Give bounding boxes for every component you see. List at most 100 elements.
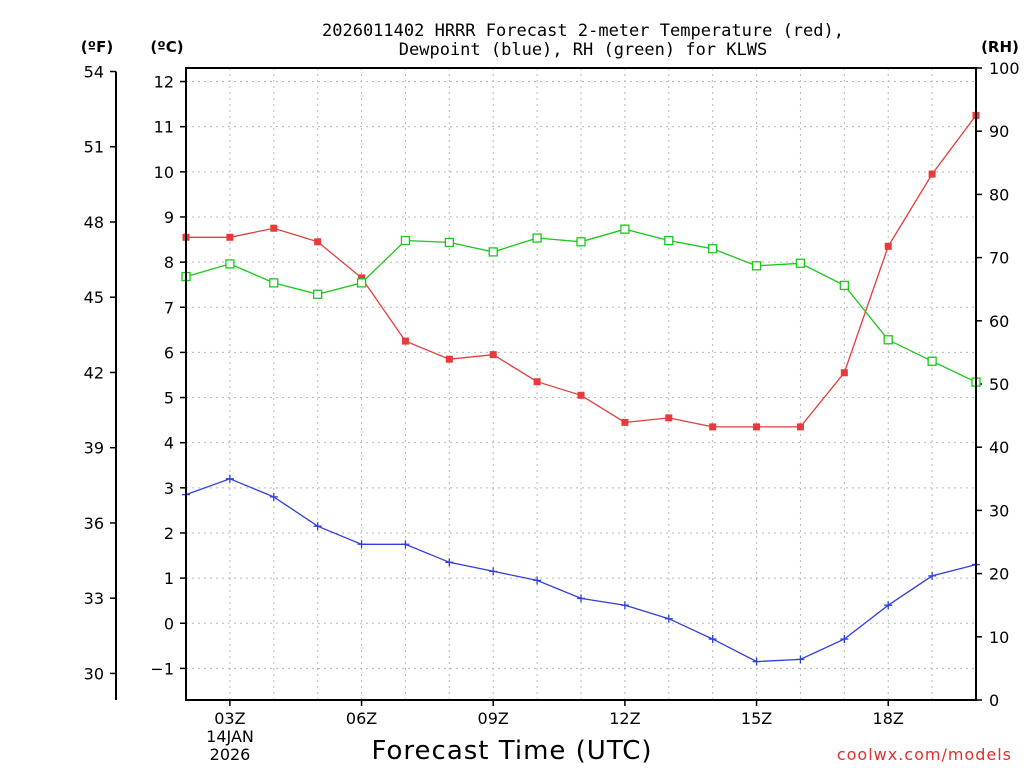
grid-lines	[186, 68, 976, 700]
dewpoint-point	[313, 522, 322, 531]
dewpoint-point	[884, 601, 893, 610]
temperature-point	[445, 355, 453, 363]
celsius-tick-label: 0	[164, 614, 174, 633]
temperature-point	[621, 418, 629, 426]
rh-tick-label: 20	[989, 565, 1009, 584]
temperature-point	[884, 242, 892, 250]
temperature-point	[533, 378, 541, 386]
temperature-point	[314, 238, 322, 246]
fahrenheit-tick-label: 45	[84, 288, 104, 307]
celsius-tick-label: 3	[164, 479, 174, 498]
temperature-point	[401, 337, 409, 345]
dewpoint-point	[577, 594, 585, 603]
fahrenheit-tick-label: 30	[84, 664, 104, 683]
dewpoint-point	[357, 540, 366, 549]
dewpoint-point	[620, 601, 629, 610]
rh-point	[400, 235, 411, 246]
date-label-line-1: 14JAN	[206, 727, 254, 746]
rh-tick-label: 0	[989, 691, 999, 710]
celsius-unit-label: (ºC)	[150, 38, 183, 56]
dewpoint-point	[928, 571, 937, 580]
celsius-tick-label: 8	[164, 253, 174, 272]
rh-point	[269, 278, 279, 288]
rh-tick-label: 80	[989, 185, 1009, 204]
rh-point	[225, 259, 235, 269]
dewpoint-point	[664, 614, 673, 623]
celsius-tick-label: 11	[154, 118, 174, 137]
temperature-point	[489, 351, 497, 359]
x-tick-label: 06Z	[346, 709, 377, 728]
rh-point	[488, 247, 498, 257]
fahrenheit-tick-label: 42	[84, 363, 104, 382]
celsius-tick-label: 7	[164, 298, 174, 317]
x-tick-label: 09Z	[478, 709, 509, 728]
temperature-point	[358, 274, 366, 282]
celsius-tick-label: 12	[154, 73, 174, 92]
celsius-tick-label: 4	[164, 434, 174, 453]
x-tick-label: 12Z	[609, 709, 640, 728]
rh-point	[664, 235, 674, 246]
temperature-point	[709, 423, 717, 431]
temperature-point	[270, 224, 278, 232]
rh-point	[795, 258, 806, 268]
temperature-point	[577, 391, 585, 399]
date-label-line-2: 2026	[210, 745, 251, 764]
x-tick-label: 18Z	[873, 709, 904, 728]
rh-tick-label: 60	[989, 312, 1009, 331]
celsius-tick-label: 10	[154, 163, 174, 182]
fahrenheit-unit-label: (ºF)	[81, 38, 113, 56]
temperature-series	[182, 111, 980, 431]
rh-tick-label: 10	[989, 628, 1009, 647]
x-axis-label: Forecast Time (UTC)	[371, 736, 652, 766]
dewpoint-point	[225, 474, 234, 483]
celsius-tick-label: 1	[164, 569, 174, 588]
rh-tick-label: 90	[989, 122, 1009, 141]
temperature-point	[840, 369, 848, 377]
dewpoint-point	[752, 657, 761, 666]
rh-tick-label: 100	[989, 59, 1020, 78]
rh-point	[313, 289, 323, 299]
fahrenheit-tick-label: 54	[84, 63, 104, 82]
rh-point	[883, 335, 893, 345]
rh-point	[708, 244, 718, 254]
rh-tick-label: 50	[989, 375, 1009, 394]
x-tick-label: 15Z	[741, 709, 772, 728]
chart-title-line-1: 2026011402 HRRR Forecast 2-meter Tempera…	[322, 21, 844, 41]
rh-point	[532, 233, 542, 243]
rh-point	[356, 278, 367, 288]
dewpoint-point	[708, 635, 717, 644]
celsius-tick-label: 6	[164, 343, 174, 362]
rh-axis: 0 10 20 30 40 50 60 70 80 90 100	[976, 59, 1020, 710]
fahrenheit-axis: 30 33 36 39 42 45 48 51 54	[84, 63, 117, 700]
celsius-tick-label: 2	[164, 524, 174, 543]
dewpoint-point	[840, 635, 849, 644]
rh-point	[444, 237, 454, 248]
dewpoint-point	[796, 655, 805, 664]
temperature-point	[665, 414, 673, 422]
x-axis: 03Z 06Z 09Z 12Z 15Z 18Z	[214, 700, 904, 728]
dewpoint-series	[182, 474, 980, 666]
temperature-point	[226, 233, 234, 241]
fahrenheit-tick-label: 39	[84, 439, 104, 458]
temperature-point	[928, 170, 936, 178]
rh-tick-label: 30	[989, 501, 1009, 520]
chart-title-line-2: Dewpoint (blue), RH (green) for KLWS	[399, 40, 767, 60]
temperature-point	[796, 423, 804, 431]
plot-frame	[185, 67, 977, 701]
fahrenheit-tick-label: 48	[84, 213, 104, 232]
dewpoint-point	[445, 558, 454, 567]
celsius-tick-label: 5	[164, 389, 174, 408]
rh-unit-label: (RH)	[981, 38, 1019, 56]
temperature-point	[753, 423, 761, 431]
dewpoint-point	[269, 492, 278, 501]
celsius-tick-label: 9	[164, 208, 174, 227]
dewpoint-point	[489, 567, 498, 576]
rh-point	[839, 280, 849, 291]
rh-line	[185, 228, 977, 383]
rh-tick-label: 70	[989, 249, 1009, 268]
rh-point	[576, 237, 586, 247]
rh-point	[927, 356, 937, 366]
rh-tick-label: 40	[989, 438, 1009, 457]
rh-point	[751, 261, 762, 271]
